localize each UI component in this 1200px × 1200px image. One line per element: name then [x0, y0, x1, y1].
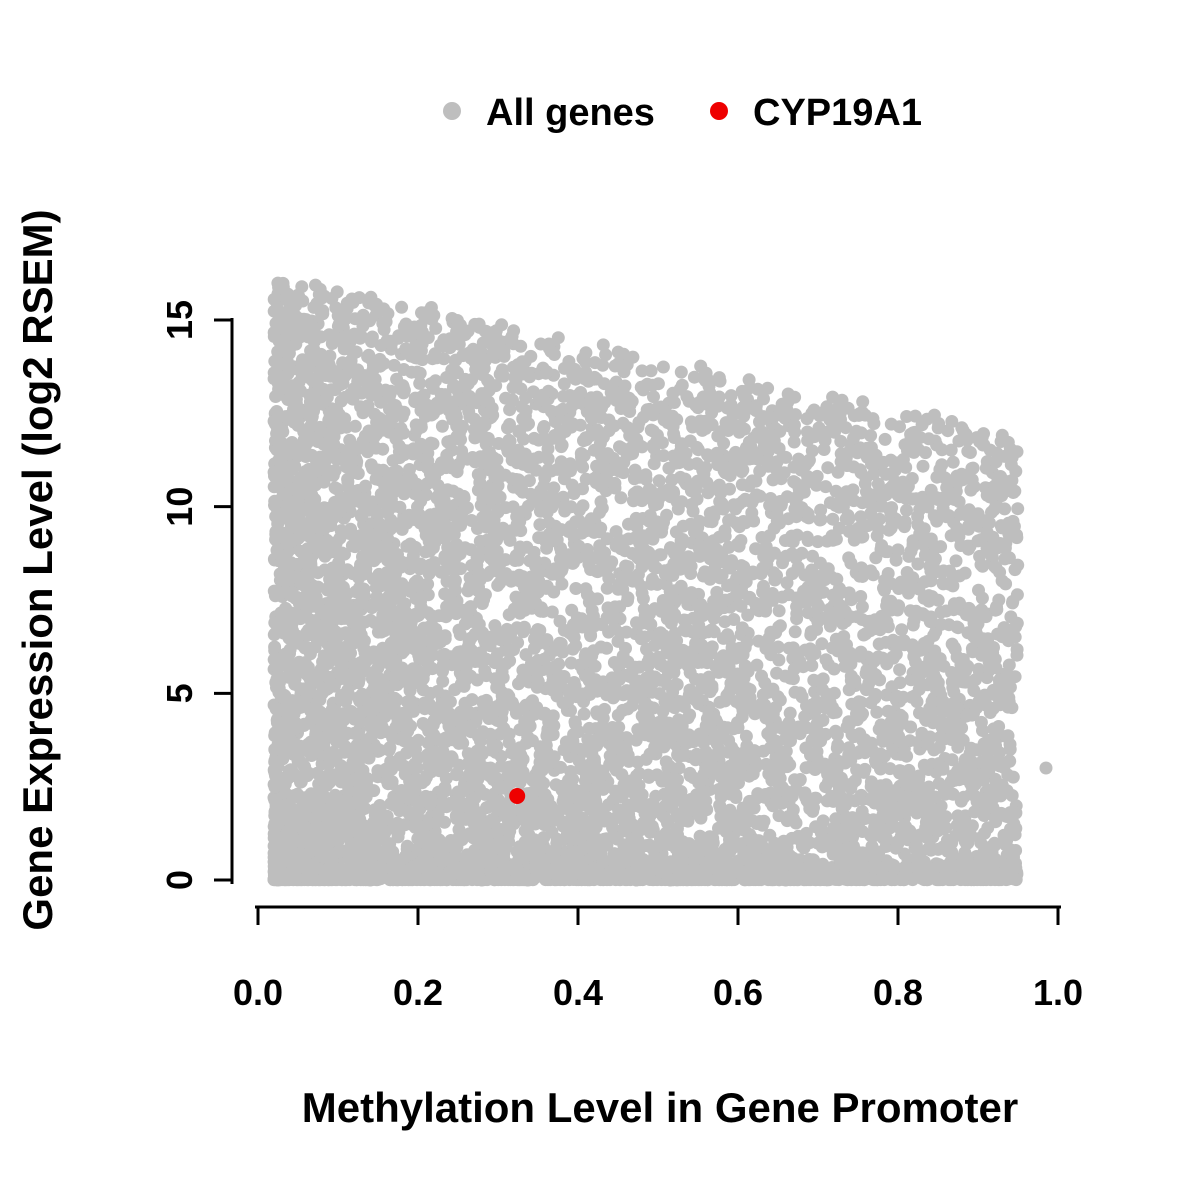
x-tick-label: 0.2 — [393, 972, 443, 1013]
x-tick-label: 0.4 — [553, 972, 603, 1013]
y-tick-label: 10 — [159, 487, 200, 527]
y-tick-label: 5 — [159, 683, 200, 703]
y-axis-title: Gene Expression Level (log2 RSEM) — [14, 209, 61, 930]
y-axis-ticks — [214, 318, 232, 882]
legend-swatch-all-genes — [443, 102, 461, 120]
x-tick-label: 0.0 — [233, 972, 283, 1013]
x-tick-label: 0.8 — [873, 972, 923, 1013]
legend-label-cyp19a1: CYP19A1 — [753, 92, 922, 134]
cyp19a1-point — [509, 788, 526, 804]
y-axis-tick-labels: 0 5 10 15 — [159, 300, 200, 890]
x-tick-label: 1.0 — [1033, 972, 1083, 1013]
legend-label-all-genes: All genes — [486, 92, 655, 134]
x-axis-ticks — [256, 907, 1060, 925]
x-axis-tick-labels: 0.0 0.2 0.4 0.6 0.8 1.0 — [233, 972, 1083, 1013]
legend: All genes CYP19A1 — [443, 92, 922, 134]
x-tick-label: 0.6 — [713, 972, 763, 1013]
cyp19a1-marker — [509, 788, 526, 804]
y-tick-label: 0 — [159, 870, 200, 890]
x-axis-title: Methylation Level in Gene Promoter — [302, 1084, 1018, 1131]
legend-swatch-cyp19a1 — [710, 102, 728, 120]
all-genes-points — [267, 276, 1053, 887]
y-tick-label: 15 — [159, 300, 200, 340]
